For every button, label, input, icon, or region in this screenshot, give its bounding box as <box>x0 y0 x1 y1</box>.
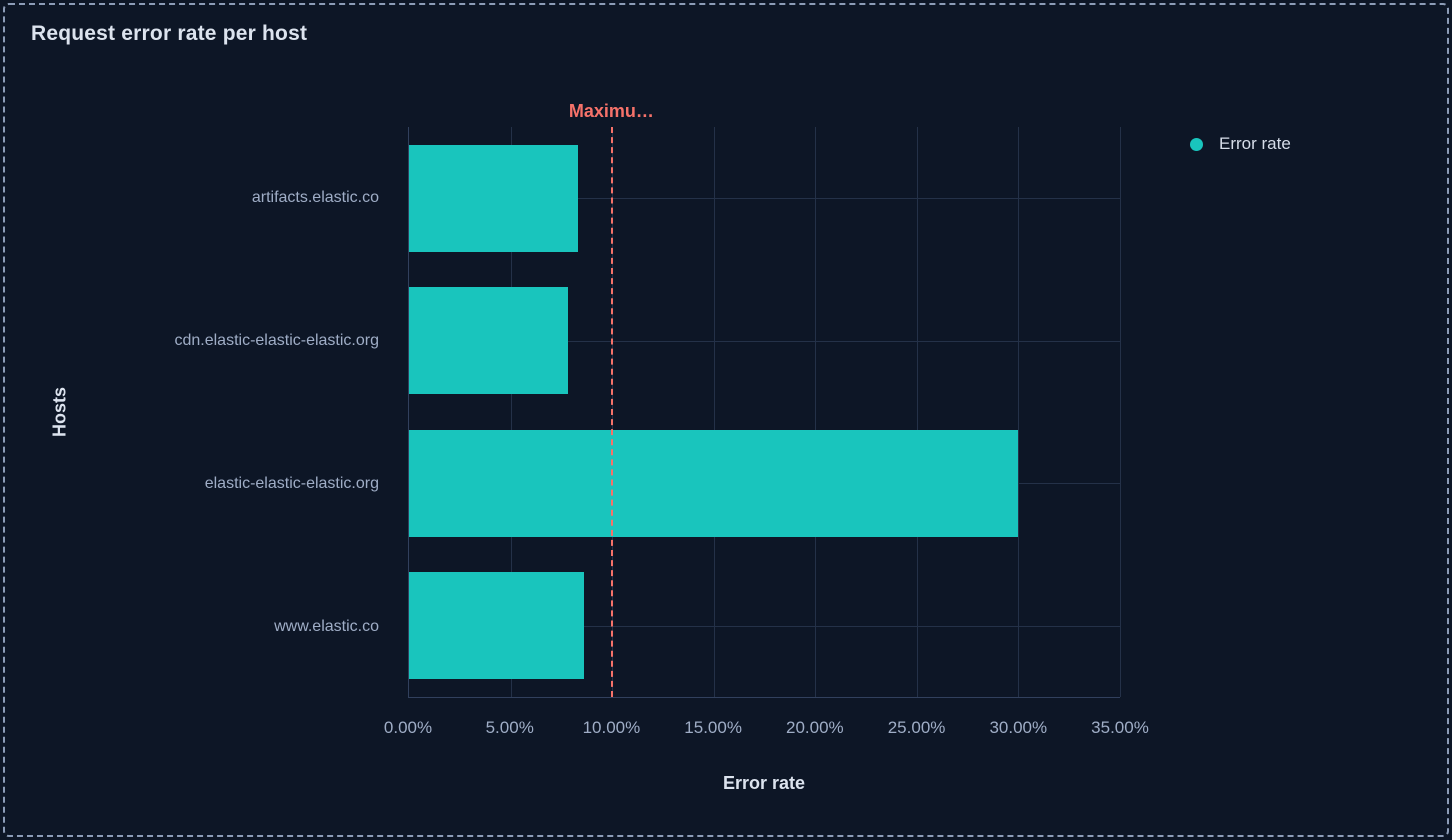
bar-artifacts.elastic.co[interactable] <box>409 144 578 252</box>
y-axis-label: elastic-elastic-elastic.org <box>204 474 379 492</box>
y-axis-label: artifacts.elastic.co <box>251 189 379 207</box>
plot-area <box>408 127 1121 698</box>
x-axis-label: 0.00% <box>383 718 433 737</box>
legend-dot-icon <box>1190 137 1203 151</box>
y-axis-label: cdn.elastic-elastic-elastic.org <box>174 332 379 350</box>
y-axis-labels: artifacts.elastic.co cdn.elastic-elastic-… <box>5 127 394 698</box>
x-axis-label: 20.00% <box>786 718 844 737</box>
legend-item-error-rate[interactable]: Error rate <box>1190 133 1291 155</box>
vertical-gridline <box>1120 127 1121 697</box>
bar-cdn.elastic-elastic-elastic.org[interactable] <box>409 287 569 395</box>
horizontal-gridline <box>409 198 1120 200</box>
horizontal-gridline <box>409 625 1120 627</box>
vertical-gridline <box>1018 127 1020 697</box>
threshold-line <box>611 127 614 697</box>
x-axis-label: 15.00% <box>684 718 742 737</box>
bar-www.elastic.co[interactable] <box>409 572 584 680</box>
vertical-gridline <box>916 127 918 697</box>
vertical-gridline <box>510 127 512 697</box>
threshold-label: Maximu… <box>568 101 654 121</box>
y-axis-label: www.elastic.co <box>274 617 379 635</box>
x-axis-label: 10.00% <box>582 718 641 737</box>
vertical-gridline <box>815 127 817 697</box>
x-axis-label: 35.00% <box>1091 718 1149 737</box>
panel-title: Request error rate per host <box>31 22 308 45</box>
vertical-gridline <box>713 127 715 697</box>
legend-label: Error rate <box>1219 134 1291 153</box>
x-axis-label: 5.00% <box>485 718 534 737</box>
dashboard-panel: Request error rate per host Hosts artifa… <box>3 3 1449 837</box>
x-axis-label: 30.00% <box>989 718 1048 737</box>
horizontal-gridline <box>409 340 1120 342</box>
bar-elastic-elastic-elastic.org[interactable] <box>409 429 1019 537</box>
x-axis-labels: 0.00% 5.00% 10.00% 15.00% 20.00% 25.00% 30.00%… <box>384 718 1149 742</box>
x-axis-label: 25.00% <box>887 718 946 737</box>
x-axis-title: Error rate <box>722 773 806 793</box>
